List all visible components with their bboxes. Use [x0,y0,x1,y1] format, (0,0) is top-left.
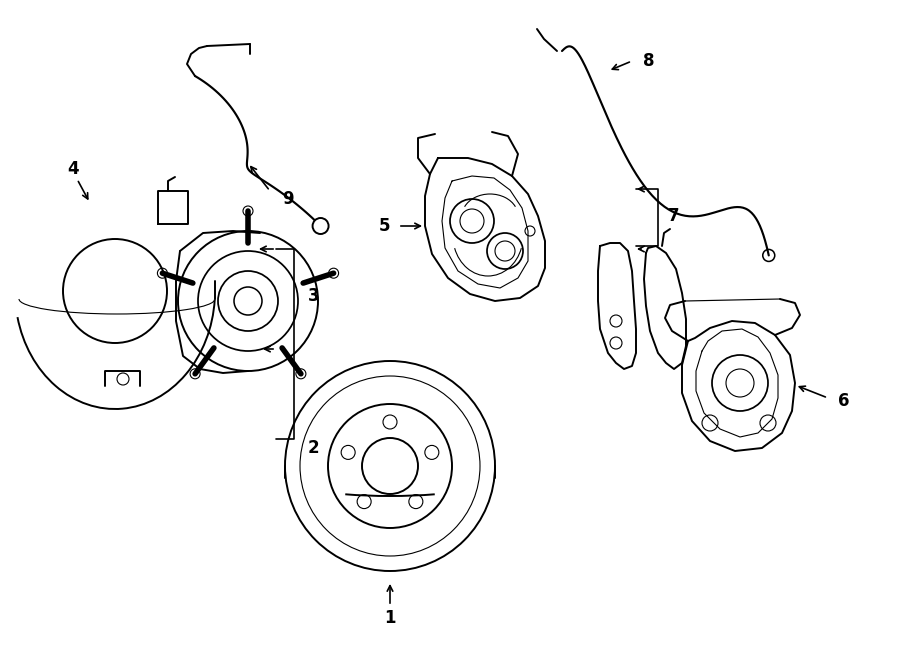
Text: 7: 7 [668,207,680,225]
Text: 5: 5 [379,217,390,235]
Text: 3: 3 [308,287,320,305]
Text: 1: 1 [384,609,396,627]
Text: 4: 4 [68,160,79,178]
Circle shape [312,218,328,234]
Text: 6: 6 [838,392,850,410]
Text: 2: 2 [308,439,320,457]
Text: 9: 9 [282,190,293,208]
Text: 8: 8 [643,52,654,70]
